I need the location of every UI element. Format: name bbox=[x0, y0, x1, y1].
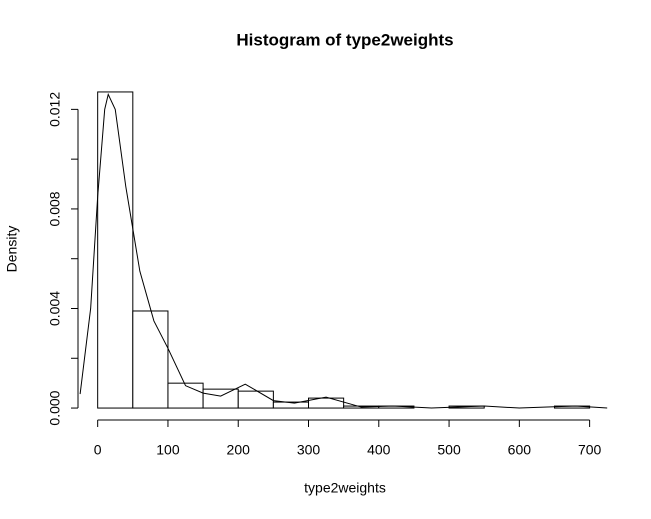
bar bbox=[202, 388, 239, 409]
x-tick-label: 300 bbox=[297, 442, 321, 458]
x-tick-label: 200 bbox=[227, 442, 251, 458]
y-tick-label: 0.008 bbox=[47, 191, 63, 226]
x-tick-label: 400 bbox=[367, 442, 391, 458]
bar bbox=[132, 310, 169, 409]
bar bbox=[308, 397, 345, 409]
y-axis-label: Density bbox=[4, 226, 20, 273]
chart-title: Histogram of type2weights bbox=[236, 30, 453, 49]
x-axis-label: type2weights bbox=[304, 480, 386, 496]
y-tick-label: 0.000 bbox=[47, 390, 63, 425]
bar bbox=[167, 382, 204, 409]
bar bbox=[237, 390, 274, 409]
x-tick-label: 500 bbox=[437, 442, 461, 458]
y-tick-label: 0.004 bbox=[47, 291, 63, 326]
x-tick-label: 600 bbox=[508, 442, 532, 458]
bar bbox=[97, 91, 134, 409]
y-tick-label: 0.012 bbox=[47, 92, 63, 127]
x-tick-label: 0 bbox=[94, 442, 102, 458]
x-tick-label: 700 bbox=[578, 442, 602, 458]
x-tick-label: 100 bbox=[156, 442, 180, 458]
density-curve bbox=[79, 92, 608, 409]
